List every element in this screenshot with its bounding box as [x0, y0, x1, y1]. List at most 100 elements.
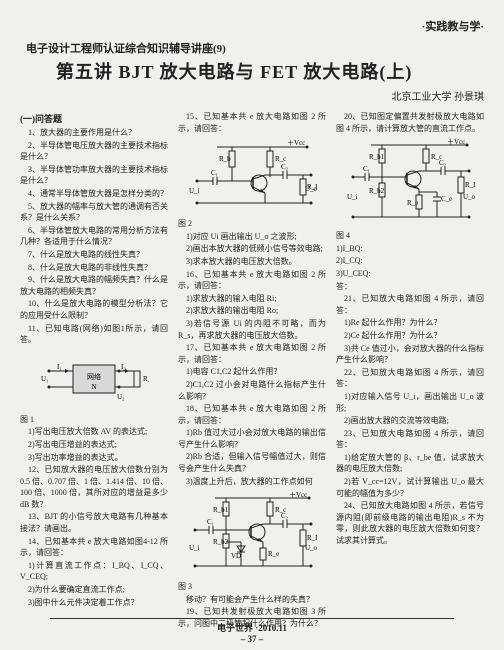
q: 16、已知基本共 e 放大电路如图 2 所示，请回答：	[178, 269, 326, 292]
svg-text:R_b1: R_b1	[369, 153, 385, 161]
q: 1、放大器的主要作用是什么？	[20, 127, 168, 139]
svg-text:C₁: C₁	[211, 169, 218, 177]
q: 2)画出本放大器的低频小信号等效电路;	[178, 243, 326, 255]
fig1-box-label: 网络	[87, 372, 101, 381]
q: 23、已知放大电路如图 4 所示，请回答：	[336, 428, 484, 451]
q: 14、已知基本共 e 放大电路如图4-12 所示，请回答：	[20, 536, 168, 559]
svg-text:U_o: U_o	[463, 193, 475, 201]
fig4-label: 图 4	[336, 230, 484, 242]
svg-text:R_b2: R_b2	[369, 187, 385, 195]
q: 2)Ce 起什么作用？为什么？	[336, 330, 484, 342]
q: 4、通常半导体管放大器是怎样分类的？	[20, 188, 168, 200]
answer-heading: 答：	[336, 281, 484, 293]
svg-text:I₁: I₁	[57, 363, 62, 371]
answer-line: 1)I_BQ:	[336, 243, 484, 255]
q: 3)求本放大器的电压放大倍数。	[178, 256, 326, 268]
svg-text:＋Vcc: ＋Vcc	[447, 138, 465, 146]
q: 2)C1,C2 过小会对电路什么指标产生什么影响？	[178, 379, 326, 402]
q: 8、什么是放大电路的非线性失真？	[20, 262, 168, 274]
q: 18、已知基本共 e 放大电路如图 2 所示，请回答：	[178, 403, 326, 426]
figure-2: ＋Vcc R_b R_c C₁	[178, 137, 326, 215]
svg-text:C₂: C₂	[281, 163, 289, 171]
q: 3)共 Ce 值过小，会对放大器的什么指标产生什么影响？	[336, 343, 484, 366]
q: 1)电容 C1,C2 起什么作用？	[178, 366, 326, 378]
q: 6、半导体管放大电路的常用分析方法有几种？各适用于什么情况？	[20, 225, 168, 248]
svg-text:R_c: R_c	[275, 155, 286, 163]
q: 2、半导体管电压放大器的主要技术指标是什么？	[20, 140, 168, 163]
q: 17、已知基本共 e 放大电路如图 2 所示，请回答：	[178, 342, 326, 365]
section-tag: ·实践教与学·	[20, 18, 484, 34]
svg-text:R_b: R_b	[219, 155, 231, 163]
fig3-label: 图 3	[178, 581, 326, 593]
q: 1)计算直流工作点：I_BQ、I_CQ、V_CEQ;	[20, 560, 168, 583]
svg-text:U₂: U₂	[117, 393, 125, 401]
fig2-label: 图 2	[178, 218, 326, 230]
svg-text:C₁: C₁	[363, 165, 370, 173]
svg-text:VD: VD	[231, 552, 241, 560]
footer-magazine: 电子世界	[217, 623, 253, 633]
q: 1)给定放大管的 β、r_be 值，试求放大器的电压放大倍数;	[336, 452, 484, 475]
main-title: 第五讲 BJT 放大电路与 FET 放大电路(上)	[20, 58, 484, 84]
q: 3、半导体管功率放大器的主要技术指标是什么？	[20, 164, 168, 187]
answer-line: 3)U_CEQ:	[336, 268, 484, 280]
q: 3)写出功率增益的表达式。	[20, 452, 168, 464]
svg-text:C₁: C₁	[207, 518, 214, 526]
q: 13、BJT 的小信号放大电路有几种基本接法？请画出。	[20, 511, 168, 534]
figure-1: 网络 N U₁ I₁ R_L I₂ U₂	[20, 349, 168, 411]
svg-text:U_i: U_i	[189, 187, 200, 195]
svg-text:U_i: U_i	[189, 544, 200, 552]
footer-issue: ·2010.11	[255, 623, 287, 633]
body-columns: (一)问答题 1、放大器的主要作用是什么？ 2、半导体管电压放大器的主要技术指标…	[20, 111, 484, 631]
q: 移动？有可能会产生什么样的失真？	[178, 594, 326, 606]
q: 3)图中什么元件决定着工作点？	[20, 597, 168, 609]
q: 2)画出放大器的交流等效电路;	[336, 415, 484, 427]
svg-text:U_o: U_o	[305, 544, 317, 552]
q: 21、已知放大电路如图 4 所示，请回答：	[336, 293, 484, 316]
svg-text:R_L: R_L	[465, 181, 475, 189]
series-title: 电子设计工程师认证综合知识辅导讲座(9)	[20, 40, 484, 56]
q: 15、已知基本共 e 放大电路如图 2 所示，请回答：	[178, 111, 326, 134]
q: 3)若信号源 Ui 的内阻不可略，而为 R_s，再求放大器的电压放大倍数。	[178, 318, 326, 341]
q: 5、放大器的幅率与放大管的通调有否关系？是什么关系？	[20, 201, 168, 224]
figure-3: ＋Vcc R_b1 R_b2 R_c R_e	[178, 490, 326, 578]
figure-4: ＋Vcc R_b1 R_b2 R_c R_e	[336, 137, 484, 227]
svg-text:C_e: C_e	[441, 195, 452, 203]
q: 2)Rb 合适，但输入信号幅值过大，则信号会产生什么失真？	[178, 451, 326, 474]
svg-text:C₂: C₂	[439, 159, 447, 167]
svg-text:R_L: R_L	[307, 534, 317, 542]
q: 10、什么是放大电路的模型分析法？它的应用受什么限制？	[20, 298, 168, 321]
svg-text:R_e: R_e	[407, 199, 418, 207]
q: 12、已知放大器的电压放大倍数分别为 0.5 倍、0.707 倍、1 倍、1.4…	[20, 464, 168, 510]
q: 1)写出电压放大倍数 AV 的表达式;	[20, 426, 168, 438]
q: 3)温度上升后，放大器的工作点如何	[178, 476, 326, 488]
q: 20、已知图定偏置共发射极放大电路如图 4 所示，请计算放大管的直流工作点。	[336, 111, 484, 134]
footer-page: – 37 –	[241, 634, 264, 644]
q: 24、已知放大电路如图 4 所示，若信号源内阻(即前级电路的输出电阻)R_s 不…	[336, 500, 484, 546]
fig1-label: 图 1	[20, 414, 168, 426]
svg-text:R_b1: R_b1	[213, 506, 229, 514]
answer-line: 2)I_CQ:	[336, 255, 484, 267]
q: 22、已知放大电路如图 4 所示，请回答：	[336, 367, 484, 390]
author-line: 北京工业大学 孙景琪	[20, 88, 484, 103]
q: 1)对应输入信号 U_i，画出输出 U_o 波形;	[336, 391, 484, 414]
svg-text:N: N	[91, 383, 96, 391]
q: 7、什么是放大电路的线性失真？	[20, 249, 168, 261]
section-heading: (一)问答题	[20, 113, 168, 126]
q: 11、已知电路(网络)如图1所示，请回答。	[20, 323, 168, 346]
q: 2)写出电压增益的表达式;	[20, 439, 168, 451]
svg-text:U₁: U₁	[41, 375, 49, 383]
page-footer: 电子世界 ·2010.11 – 37 –	[0, 618, 504, 644]
q: 2)求放大器的输出电阻 Ro;	[178, 305, 326, 317]
q: 1)求放大器的输入电阻 Ri;	[178, 293, 326, 305]
svg-text:U_i: U_i	[347, 193, 358, 201]
svg-text:＋Vcc: ＋Vcc	[287, 139, 305, 147]
q: 1)Rb 值过大过小会对放大电路的输出信号产生什么影响？	[178, 427, 326, 450]
q: 1)Re 起什么作用？为什么？	[336, 317, 484, 329]
svg-text:R_e: R_e	[268, 550, 279, 558]
q: 2)若 V_cc=12V，试计算输出 U_o 最大可能的幅值为多少？	[336, 476, 484, 499]
svg-text:U_o: U_o	[305, 185, 317, 193]
svg-text:R_L: R_L	[143, 375, 149, 383]
q: 2)为什么要确定直流工作点;	[20, 584, 168, 596]
svg-text:C₂: C₂	[281, 512, 289, 520]
q: 9、什么是放大电路的幅频失真？什么是放大电路的相频失真？	[20, 274, 168, 297]
